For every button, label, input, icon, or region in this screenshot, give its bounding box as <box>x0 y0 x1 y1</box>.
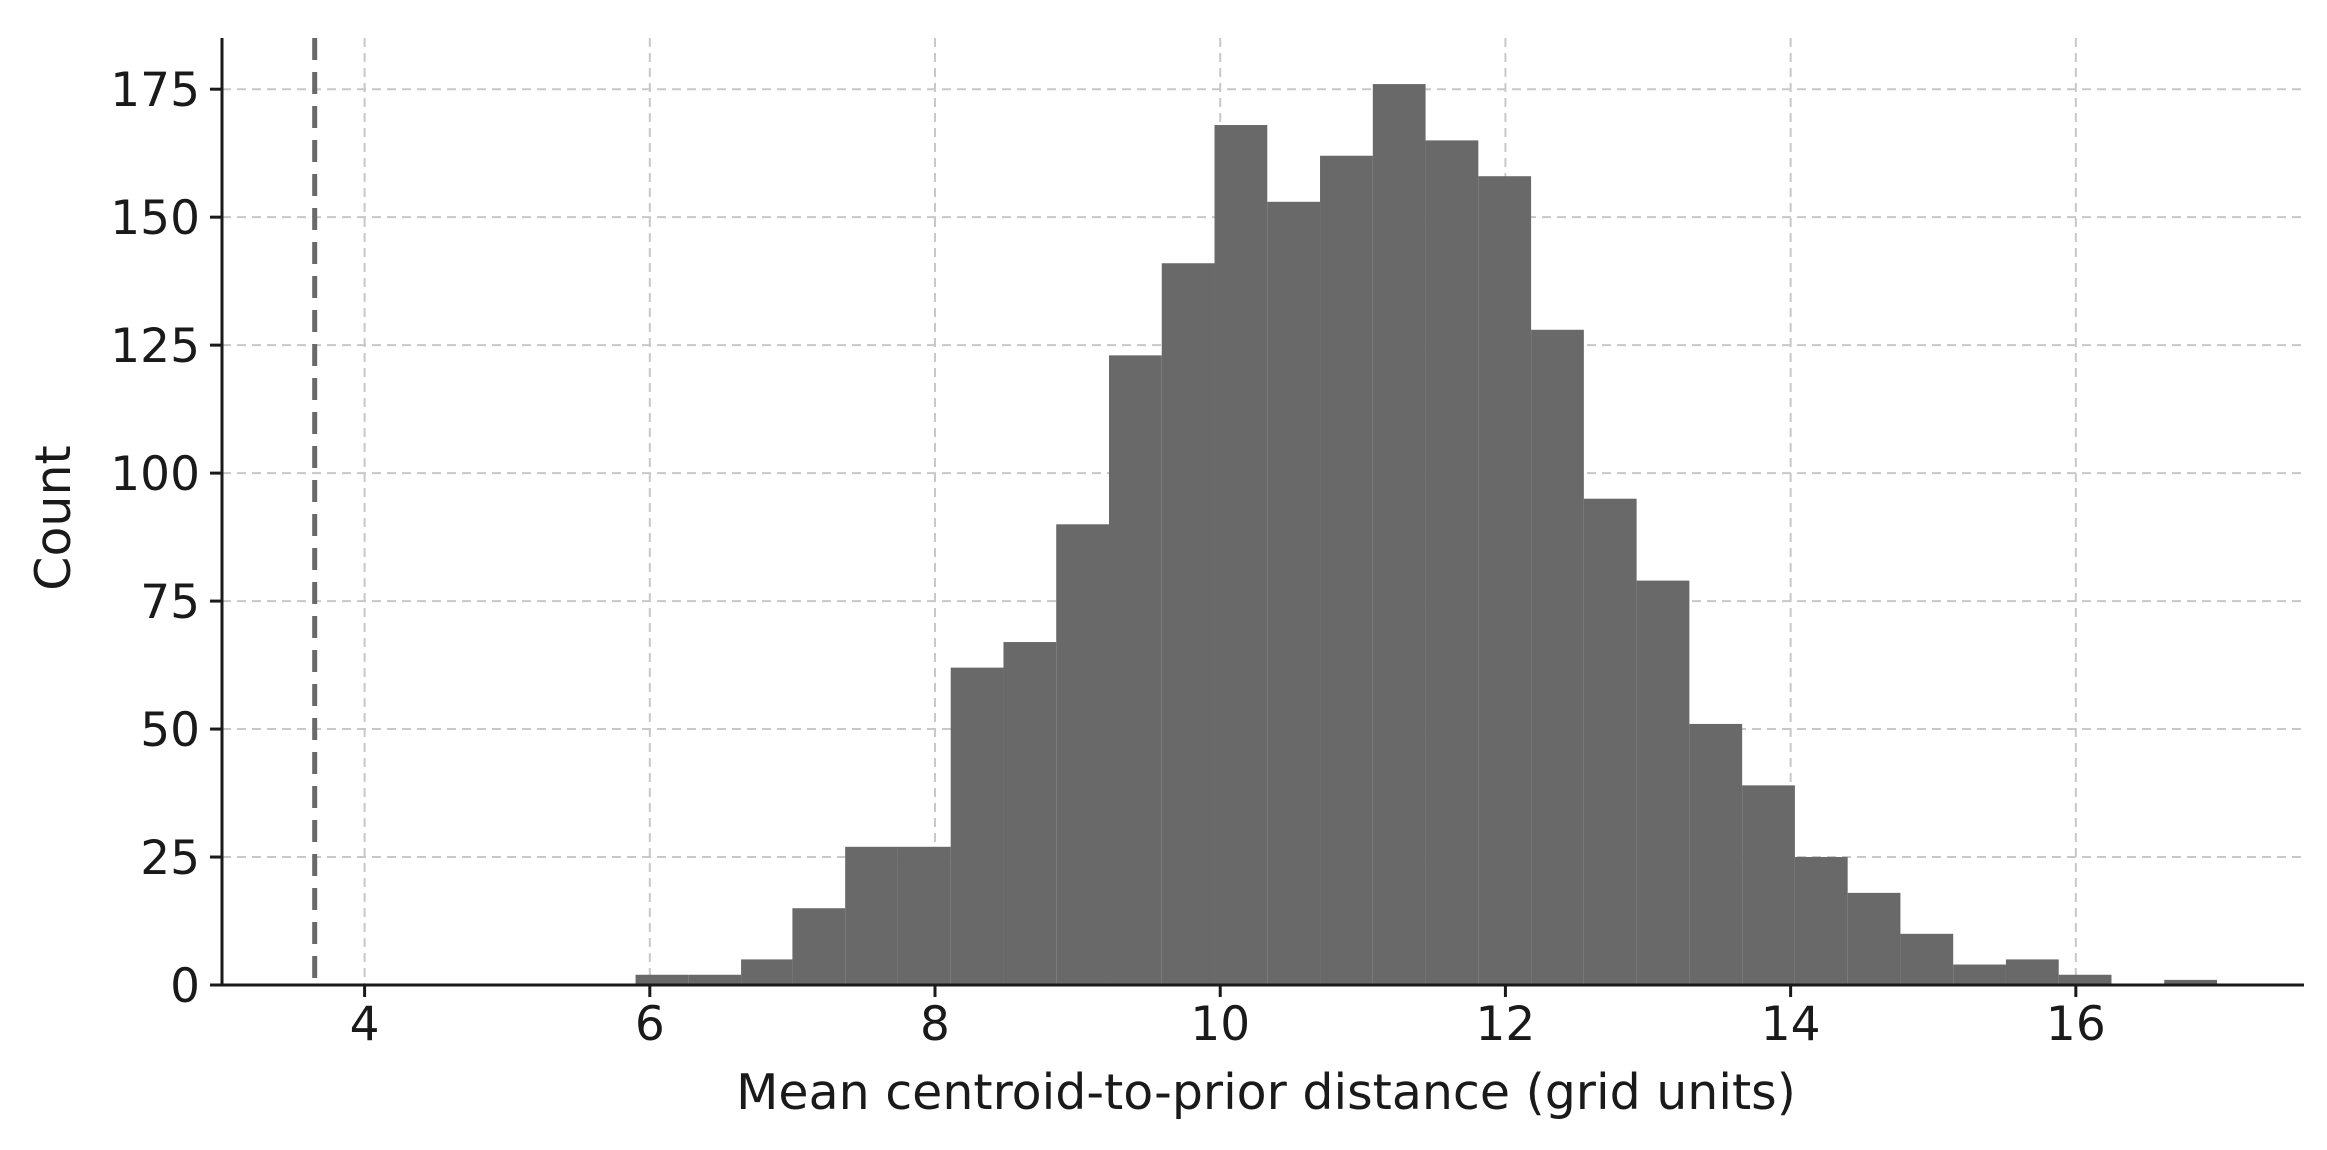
x-tick-label: 6 <box>635 997 665 1052</box>
histogram-bar <box>1267 201 1321 985</box>
y-tick-label: 125 <box>110 319 200 374</box>
histogram-bar <box>1478 176 1532 985</box>
histogram-bar <box>2005 959 2059 985</box>
histogram-bar <box>1636 580 1690 985</box>
histogram-bar <box>1108 355 1162 985</box>
histogram-bar <box>2164 979 2218 985</box>
x-tick-label: 12 <box>1476 997 1536 1052</box>
histogram-bar <box>635 974 689 985</box>
y-tick-label: 150 <box>110 191 200 246</box>
histogram-bar <box>1003 642 1057 985</box>
histogram-bar <box>688 974 742 985</box>
bars-layer <box>635 84 2218 986</box>
y-axis-label: Count <box>25 445 82 591</box>
x-axis-label: Mean centroid-to-prior distance (grid un… <box>736 1064 1796 1121</box>
x-tick-label: 10 <box>1190 997 1250 1052</box>
histogram-bar <box>1900 933 1954 985</box>
histogram-bar <box>2058 974 2112 985</box>
histogram-bar <box>1320 155 1373 986</box>
histogram-bar <box>792 908 846 985</box>
x-tick-label: 8 <box>920 997 950 1052</box>
y-tick-label: 100 <box>110 447 200 502</box>
histogram-bar <box>1847 892 1901 985</box>
x-tick-label: 16 <box>2046 997 2106 1052</box>
y-tick-label: 75 <box>140 575 200 630</box>
y-tick-label: 175 <box>110 63 200 118</box>
histogram-bar <box>897 846 951 985</box>
ticks-layer: 4 6 8 10 12 14 16 0 25 50 75 100 125 150 175 <box>110 63 2105 1052</box>
histogram-bar <box>1214 125 1268 986</box>
histogram-bar <box>1583 498 1637 985</box>
histogram-bar <box>741 959 793 985</box>
histogram-bar <box>845 846 898 985</box>
histogram-bar <box>1953 964 2006 985</box>
x-tick-label: 14 <box>1761 997 1821 1052</box>
histogram-bar <box>1372 84 1426 986</box>
histogram-bar <box>1425 140 1479 986</box>
histogram-bar <box>1689 723 1743 985</box>
histogram-bar <box>1742 785 1795 985</box>
y-tick-label: 0 <box>170 959 200 1014</box>
histogram-bar <box>1056 524 1109 985</box>
histogram-bar <box>1161 263 1215 985</box>
y-tick-label: 25 <box>140 831 200 886</box>
histogram-bar <box>1531 329 1584 985</box>
histogram-bar <box>1794 857 1848 985</box>
histogram-bar <box>950 667 1004 985</box>
x-tick-label: 4 <box>350 997 380 1052</box>
axes-layer <box>220 38 2304 987</box>
y-tick-label: 50 <box>140 703 200 758</box>
